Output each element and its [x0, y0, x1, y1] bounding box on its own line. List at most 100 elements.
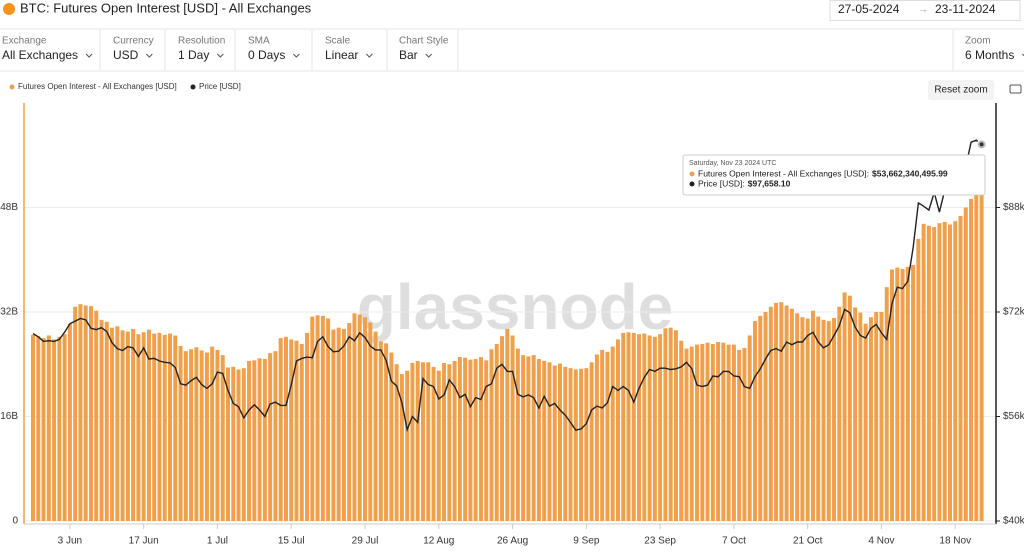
y-tick-label: 32B — [0, 307, 18, 318]
date-range[interactable] — [829, 0, 1021, 21]
bar — [299, 344, 304, 521]
bar — [415, 360, 420, 521]
bar — [863, 323, 868, 521]
bar — [779, 302, 784, 521]
bar — [99, 319, 104, 521]
chevron — [293, 53, 300, 58]
control-value[interactable]: Bar — [399, 48, 418, 62]
bar — [858, 312, 863, 521]
bar — [352, 313, 357, 521]
bar — [600, 349, 605, 521]
date-to[interactable]: 23-11-2024 — [935, 2, 996, 16]
bar — [947, 224, 952, 521]
bar — [173, 335, 178, 521]
date-arrow: → — [918, 5, 928, 16]
y2-tick-label: $40k — [1003, 516, 1024, 527]
bar — [478, 357, 483, 521]
x-tick-label: 18 Nov — [939, 536, 971, 547]
bar — [763, 312, 768, 521]
bar — [241, 368, 246, 521]
control-label: Scale — [325, 36, 350, 47]
bar — [673, 330, 678, 521]
bar — [331, 329, 336, 521]
control-label: Zoom — [965, 36, 991, 47]
x-tick-label: 7 Oct — [722, 536, 746, 547]
control-value[interactable]: 1 Day — [178, 48, 209, 62]
bar — [315, 315, 320, 521]
bar — [916, 238, 921, 521]
bar — [832, 317, 837, 521]
bar — [220, 355, 225, 521]
camera-icon[interactable] — [1009, 84, 1022, 94]
date-from[interactable]: 27-05-2024 — [838, 2, 900, 16]
tooltip-value: $97,658.10 — [748, 178, 791, 188]
bar — [900, 268, 905, 521]
bar — [911, 264, 916, 521]
bar — [320, 315, 325, 521]
bar — [631, 332, 636, 521]
bar — [389, 352, 394, 521]
bar — [347, 323, 352, 521]
bar — [457, 357, 462, 521]
bar — [816, 316, 821, 521]
chevron — [366, 53, 373, 58]
bar — [494, 344, 499, 521]
bar — [83, 305, 88, 521]
legend-label[interactable]: Futures Open Interest - All Exchanges [U… — [18, 82, 177, 91]
page-title: BTC: Futures Open Interest [USD] - All E… — [20, 0, 312, 15]
x-tick-label: 4 Nov — [868, 536, 894, 547]
bar — [110, 327, 115, 521]
bar — [642, 333, 647, 521]
bar — [399, 374, 404, 521]
control-value[interactable]: 0 Days — [248, 48, 285, 62]
control-value[interactable]: Linear — [325, 48, 358, 62]
bar — [789, 308, 794, 521]
control-label: Chart Style — [399, 36, 449, 47]
bar — [283, 336, 288, 521]
control-value[interactable]: USD — [113, 48, 139, 62]
bar — [647, 335, 652, 521]
bar — [589, 362, 594, 521]
chevron — [145, 53, 153, 58]
bar — [436, 370, 441, 521]
bar — [958, 215, 963, 521]
y2-tick-label: $72k — [1003, 307, 1024, 318]
bar — [615, 339, 620, 521]
bar — [262, 359, 267, 521]
tooltip-label: Futures Open Interest - All Exchanges [U… — [698, 168, 869, 178]
control-value[interactable]: All Exchanges — [2, 48, 78, 62]
bar — [189, 349, 194, 521]
bar — [942, 221, 947, 521]
bar — [547, 362, 552, 521]
bar — [800, 317, 805, 521]
bar — [394, 364, 399, 521]
bar — [94, 310, 99, 521]
control-label: Exchange — [2, 36, 47, 47]
bar — [115, 326, 120, 521]
reset-zoom-label[interactable]: Reset zoom — [934, 85, 987, 96]
bar — [731, 344, 736, 521]
reset-zoom-button[interactable] — [928, 80, 994, 100]
bar — [974, 171, 979, 521]
bar — [594, 354, 599, 521]
bar — [542, 360, 547, 521]
control-value[interactable]: 6 Months — [965, 48, 1014, 62]
bar — [505, 328, 510, 521]
legend-label[interactable]: Price [USD] — [199, 82, 241, 91]
bar — [621, 332, 626, 521]
hover-dot — [979, 142, 984, 147]
bar — [626, 332, 631, 521]
control-label: Resolution — [178, 36, 225, 47]
x-tick-label: 21 Oct — [793, 536, 823, 547]
bar — [141, 332, 146, 521]
bar — [605, 351, 610, 521]
bar — [752, 321, 757, 521]
bar — [695, 344, 700, 521]
bar — [805, 318, 810, 521]
bar — [721, 342, 726, 521]
bar — [52, 339, 57, 521]
bar — [384, 343, 389, 521]
bar — [726, 344, 731, 521]
bar — [268, 353, 273, 521]
